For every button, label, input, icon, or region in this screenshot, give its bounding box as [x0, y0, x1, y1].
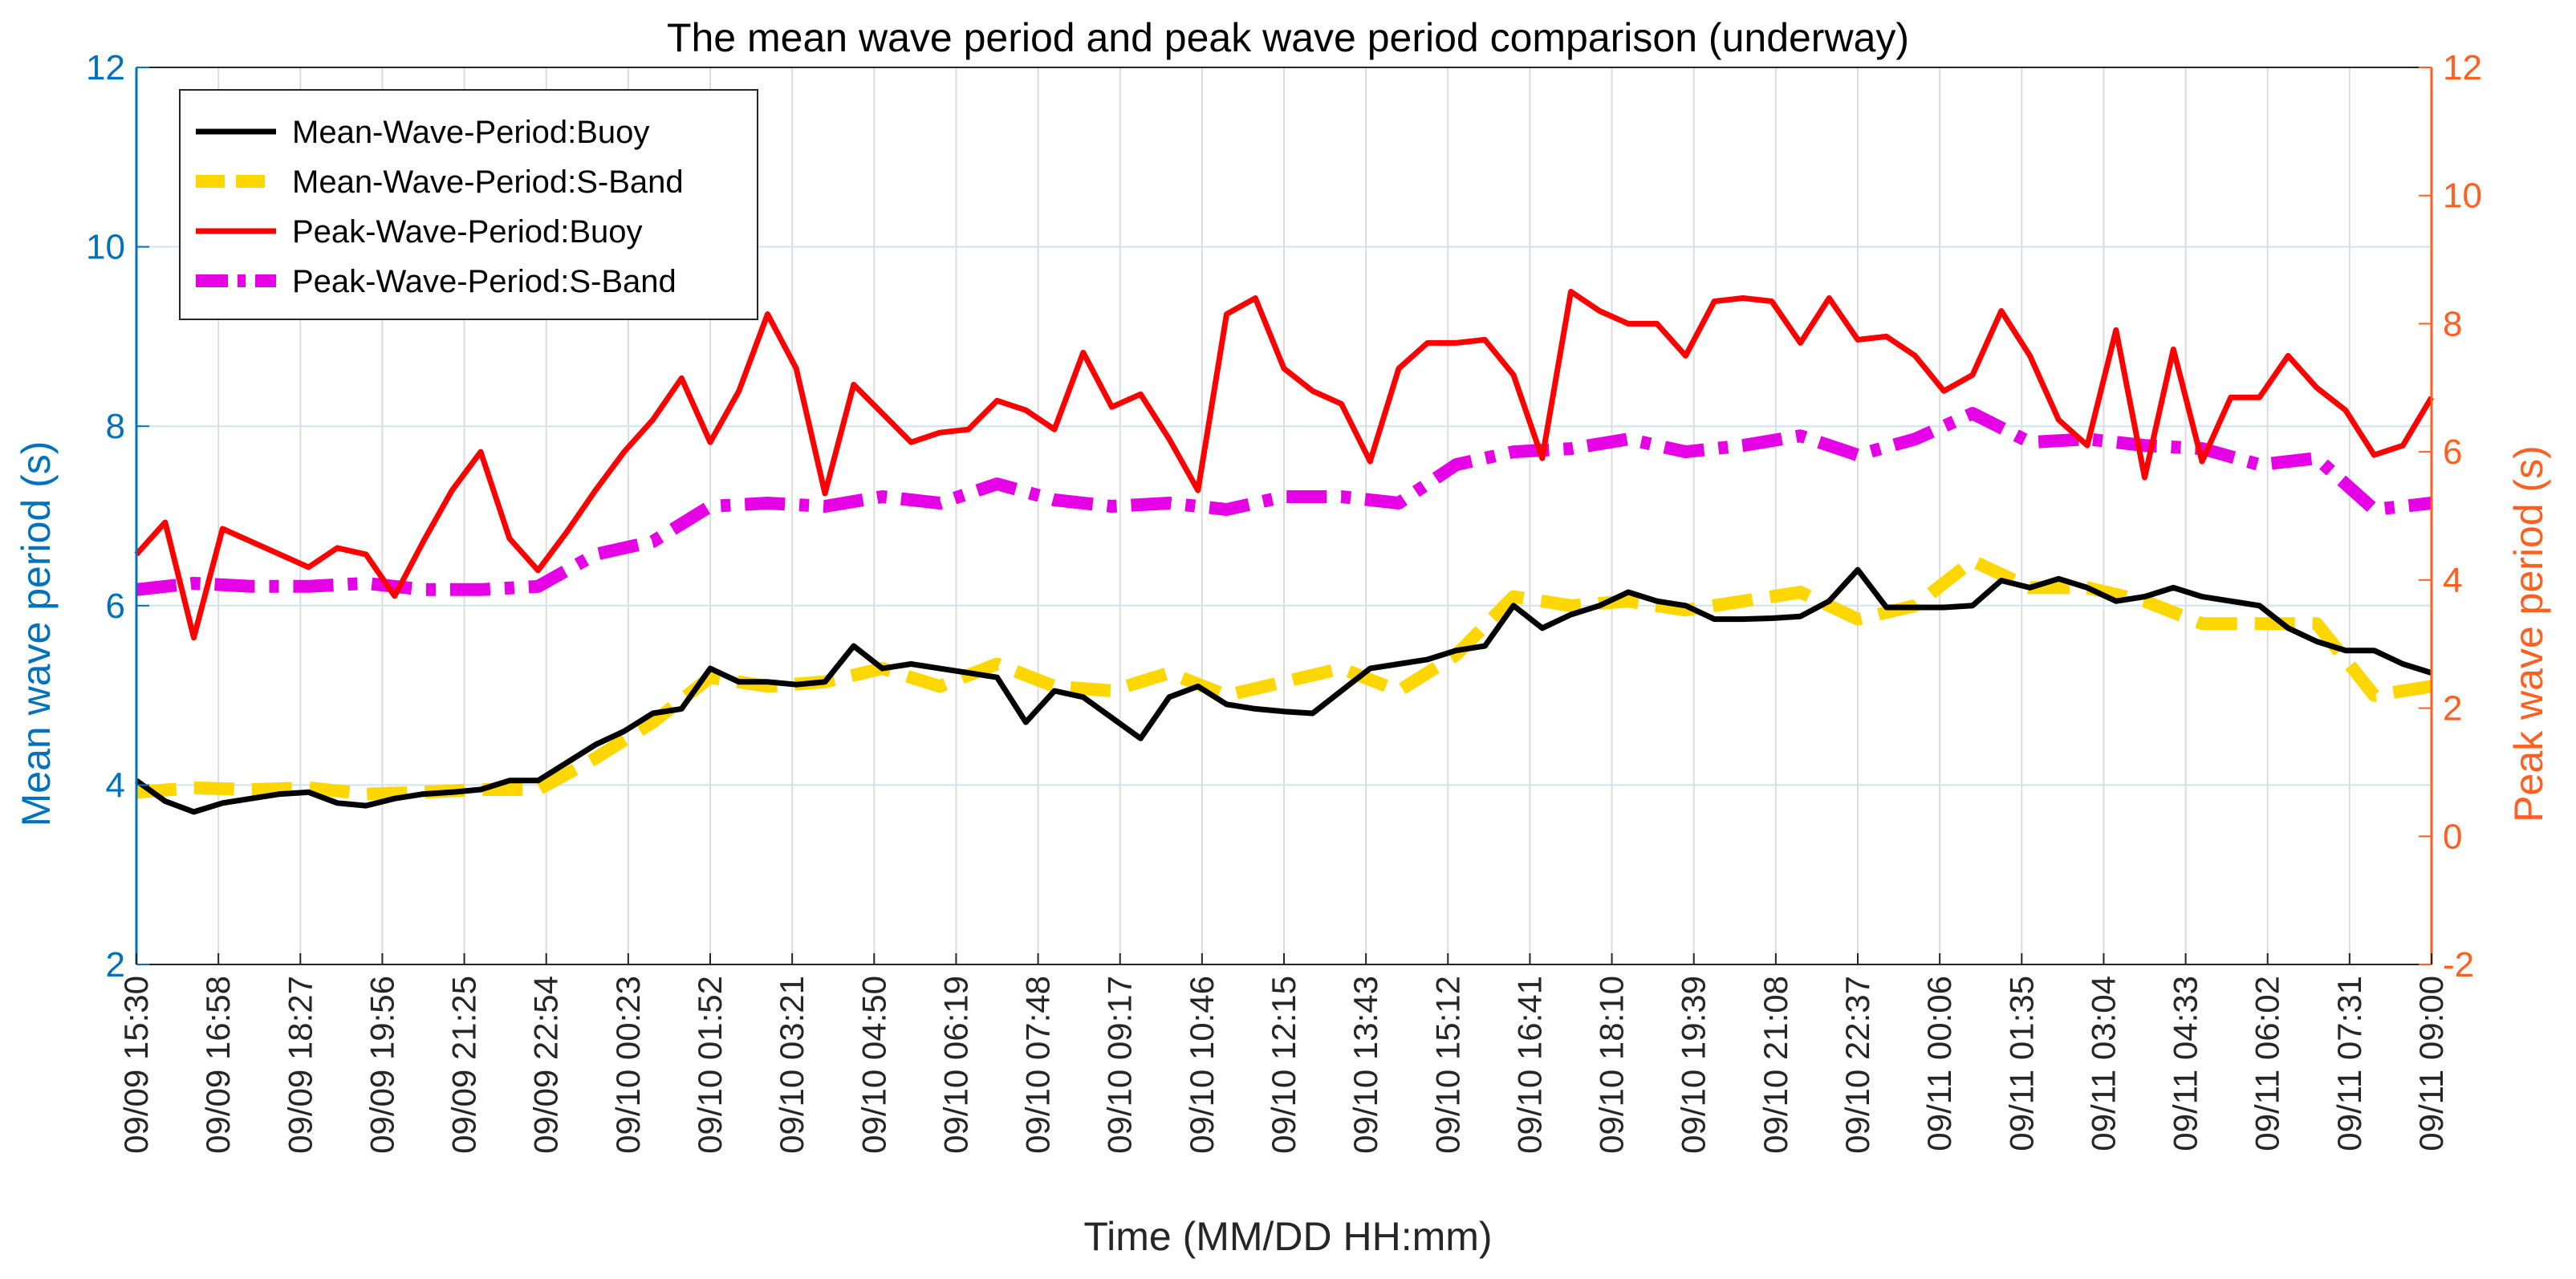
y-right-tick-label: 10 [2443, 177, 2482, 216]
y-right-tick-label: -2 [2443, 945, 2474, 985]
y-right-tick-label: 4 [2443, 561, 2462, 600]
x-tick-label: 09/10 10:46 [1183, 976, 1221, 1154]
x-tick-label: 09/10 06:19 [937, 976, 974, 1154]
x-tick-label: 09/11 04:33 [2167, 976, 2204, 1151]
series-line-mean-wave-period-s-band [136, 554, 2433, 801]
y-left-tick-label: 2 [106, 945, 125, 985]
x-tick-label: 09/11 06:02 [2249, 976, 2286, 1151]
legend-entry: Peak-Wave-Period:Buoy [292, 214, 642, 250]
y-left-tick-label: 12 [86, 48, 125, 87]
x-tick-label: 09/10 16:41 [1510, 976, 1548, 1154]
legend: Mean-Wave-Period:Buoy Mean-Wave-Period:S-… [179, 89, 758, 320]
x-tick-label: 09/10 19:39 [1675, 976, 1713, 1154]
axes: 2 4 6 8 10 12 -2 0 2 4 6 8 10 12 09/09 15:30 09/09 16:5… [86, 48, 2482, 1154]
x-tick-label: 09/11 09:00 [2412, 976, 2450, 1151]
x-tick-label: 09/10 07:48 [1019, 976, 1057, 1154]
x-tick-label: 09/10 03:21 [773, 976, 811, 1154]
x-axis-label: Time (MM/DD HH:mm) [1083, 1214, 1492, 1259]
x-tick-label: 09/10 01:52 [691, 976, 729, 1154]
y-right-tick-label: 8 [2443, 304, 2462, 343]
x-tick-label: 09/09 21:25 [445, 976, 483, 1154]
y-axis-right-label: Peak wave period (s) [2506, 445, 2551, 822]
x-tick-label: 09/10 04:50 [855, 976, 892, 1154]
y-right-tick-label: 12 [2443, 48, 2482, 87]
x-tick-label: 09/10 18:10 [1593, 976, 1631, 1154]
x-tick-label: 09/09 16:58 [199, 976, 237, 1154]
x-tick-label: 09/09 19:56 [363, 976, 400, 1154]
y-axis-left-label: Mean wave period (s) [14, 441, 59, 827]
x-tick-label: 09/09 22:54 [527, 976, 565, 1154]
x-tick-label: 09/11 00:06 [1920, 976, 1958, 1151]
x-tick-label: 09/10 22:37 [1839, 976, 1876, 1154]
series-layer [134, 289, 2435, 815]
chart-title: The mean wave period and peak wave perio… [667, 15, 1909, 60]
x-tick-label: 09/10 15:12 [1428, 976, 1466, 1154]
series-line-peak-wave-period-buoy [134, 289, 2435, 641]
legend-entry: Mean-Wave-Period:S-Band [292, 164, 684, 200]
x-tick-label: 09/09 18:27 [281, 976, 319, 1154]
x-tick-label: 09/10 00:23 [609, 976, 647, 1154]
series-line-mean-wave-period-buoy [134, 566, 2433, 815]
y-left-tick-label: 10 [86, 228, 125, 267]
x-tick-label: 09/10 13:43 [1347, 976, 1384, 1154]
y-left-tick-label: 4 [106, 765, 125, 805]
y-right-tick-label: 2 [2443, 689, 2462, 729]
x-tick-label: 09/10 12:15 [1265, 976, 1302, 1154]
y-left-tick-label: 8 [106, 407, 125, 446]
x-tick-label: 09/10 21:08 [1757, 976, 1794, 1154]
y-right-tick-label: 6 [2443, 432, 2462, 472]
legend-entry: Mean-Wave-Period:Buoy [292, 115, 649, 150]
legend-entry: Peak-Wave-Period:S-Band [292, 264, 677, 299]
x-tick-label: 09/09 15:30 [117, 976, 155, 1154]
y-left-tick-label: 6 [106, 587, 125, 626]
x-tick-label: 09/10 09:17 [1101, 976, 1139, 1154]
y-right-tick-label: 0 [2443, 817, 2462, 856]
x-tick-label: 09/11 07:31 [2330, 976, 2368, 1151]
x-tick-label: 09/11 01:35 [2002, 976, 2040, 1151]
x-tick-label: 09/11 03:04 [2084, 976, 2122, 1151]
series-line-peak-wave-period-s-band [136, 407, 2432, 596]
